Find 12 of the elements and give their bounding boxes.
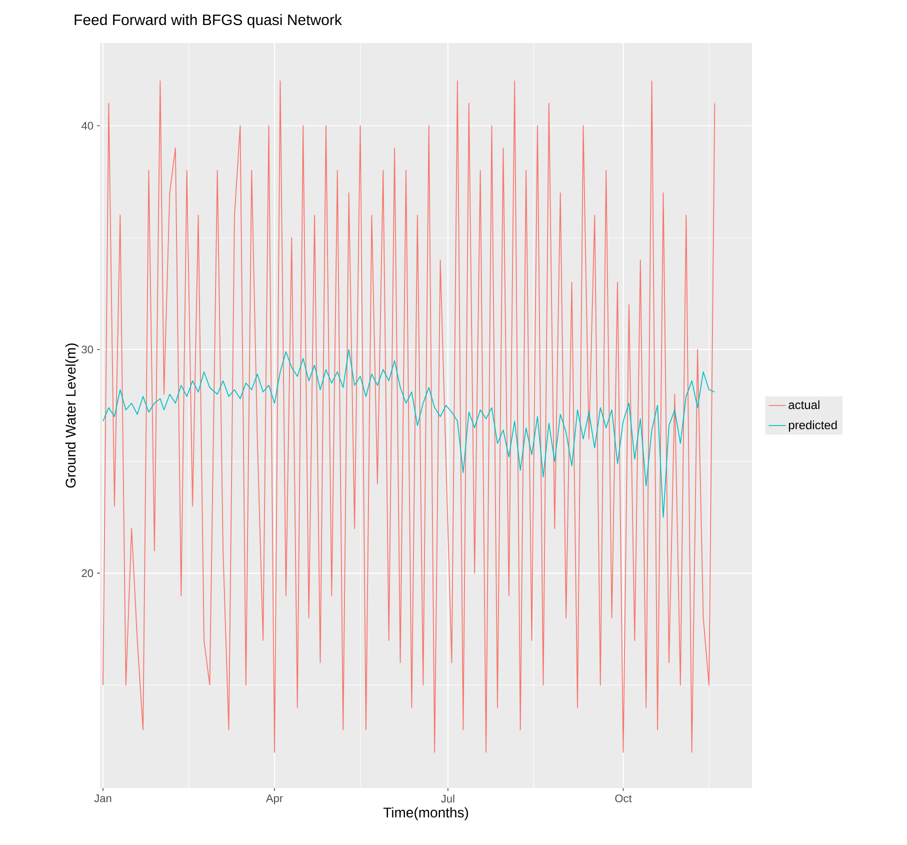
- x-tick-label: Apr: [266, 794, 283, 804]
- x-axis-title: Time(months): [383, 807, 468, 820]
- y-tick-label: 40: [82, 122, 94, 130]
- y-tick-label: 30: [82, 346, 94, 354]
- legend-label: actual: [788, 400, 820, 410]
- legend-label: predicted: [788, 420, 837, 432]
- x-tick-label: Jul: [441, 794, 454, 803]
- y-axis-title: Ground Water Level(m): [65, 343, 78, 488]
- x-tick-label: Jan: [94, 794, 112, 802]
- chart-title: Feed Forward with BFGS quasi Network: [74, 14, 342, 28]
- y-tick-label: 20: [82, 569, 94, 578]
- x-tick-label: Oct: [615, 794, 632, 802]
